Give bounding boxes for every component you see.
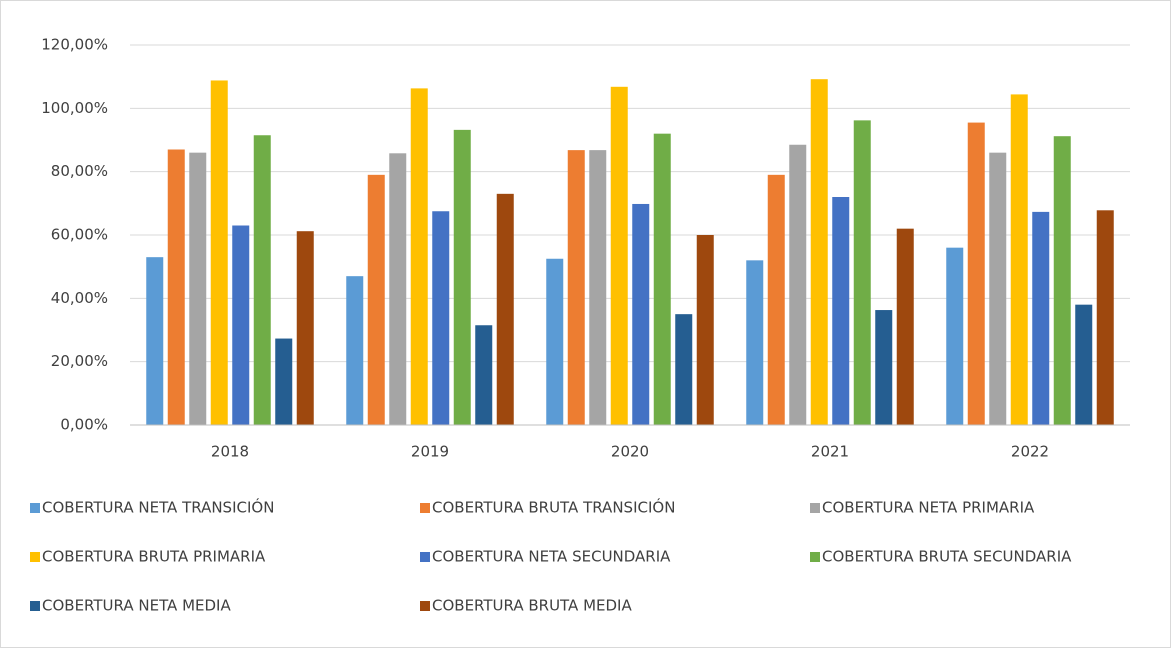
legend-label: COBERTURA BRUTA PRIMARIA bbox=[42, 548, 266, 566]
bar bbox=[675, 314, 693, 425]
bar bbox=[346, 276, 364, 425]
legend-swatch bbox=[30, 552, 40, 562]
bar bbox=[767, 174, 785, 425]
legend-swatch bbox=[30, 601, 40, 611]
bar bbox=[789, 144, 807, 425]
legend-label: COBERTURA BRUTA MEDIA bbox=[432, 597, 632, 615]
bar bbox=[810, 79, 828, 425]
bar bbox=[210, 80, 228, 425]
x-tick-label: 2021 bbox=[811, 443, 849, 461]
bar bbox=[410, 88, 428, 425]
x-tick-label: 2018 bbox=[211, 443, 249, 461]
bar bbox=[746, 260, 764, 425]
x-tick-label: 2020 bbox=[611, 443, 649, 461]
legend-label: COBERTURA NETA TRANSICIÓN bbox=[42, 498, 274, 517]
bar bbox=[989, 152, 1007, 425]
bar bbox=[832, 197, 850, 425]
legend-label: COBERTURA BRUTA SECUNDARIA bbox=[822, 548, 1072, 566]
legend-swatch bbox=[810, 552, 820, 562]
legend-swatch bbox=[810, 503, 820, 513]
bar bbox=[653, 133, 671, 425]
y-tick-label: 40,00% bbox=[51, 289, 108, 307]
bar bbox=[1096, 210, 1114, 425]
bar bbox=[632, 203, 650, 425]
x-tick-label: 2022 bbox=[1011, 443, 1049, 461]
legend-label: COBERTURA BRUTA TRANSICIÓN bbox=[432, 498, 675, 517]
bar bbox=[296, 231, 314, 425]
bar bbox=[189, 152, 207, 425]
bar bbox=[875, 310, 893, 425]
legend-label: COBERTURA NETA SECUNDARIA bbox=[432, 548, 671, 566]
bar bbox=[1010, 94, 1028, 426]
bar bbox=[367, 174, 385, 425]
legend-swatch bbox=[30, 503, 40, 513]
bar bbox=[475, 325, 493, 425]
bar bbox=[1032, 211, 1050, 425]
legend-swatch bbox=[420, 503, 430, 513]
y-tick-label: 20,00% bbox=[51, 352, 108, 370]
legend-swatch bbox=[420, 552, 430, 562]
bar bbox=[696, 235, 714, 425]
legend-label: COBERTURA NETA MEDIA bbox=[42, 597, 231, 615]
bar bbox=[432, 211, 450, 425]
bar bbox=[546, 258, 564, 425]
bar bbox=[232, 225, 250, 425]
bar bbox=[253, 135, 271, 425]
legend-label: COBERTURA NETA PRIMARIA bbox=[822, 499, 1035, 517]
bar bbox=[453, 129, 471, 425]
bar bbox=[1075, 304, 1093, 425]
bar bbox=[1053, 136, 1071, 425]
bar bbox=[275, 338, 293, 425]
bar bbox=[967, 122, 985, 425]
y-tick-label: 100,00% bbox=[41, 99, 108, 117]
y-tick-label: 60,00% bbox=[51, 226, 108, 244]
bar bbox=[146, 257, 164, 425]
bar bbox=[610, 86, 628, 426]
bar bbox=[589, 150, 607, 425]
y-tick-label: 0,00% bbox=[60, 416, 108, 434]
bar bbox=[853, 120, 871, 425]
bar bbox=[896, 228, 914, 425]
bar bbox=[496, 193, 514, 425]
bar bbox=[167, 149, 185, 425]
bar bbox=[389, 153, 407, 426]
y-tick-label: 120,00% bbox=[41, 36, 108, 54]
x-tick-label: 2019 bbox=[411, 443, 449, 461]
bar bbox=[567, 150, 585, 425]
bar bbox=[946, 247, 964, 425]
legend-swatch bbox=[420, 601, 430, 611]
y-tick-label: 80,00% bbox=[51, 162, 108, 180]
